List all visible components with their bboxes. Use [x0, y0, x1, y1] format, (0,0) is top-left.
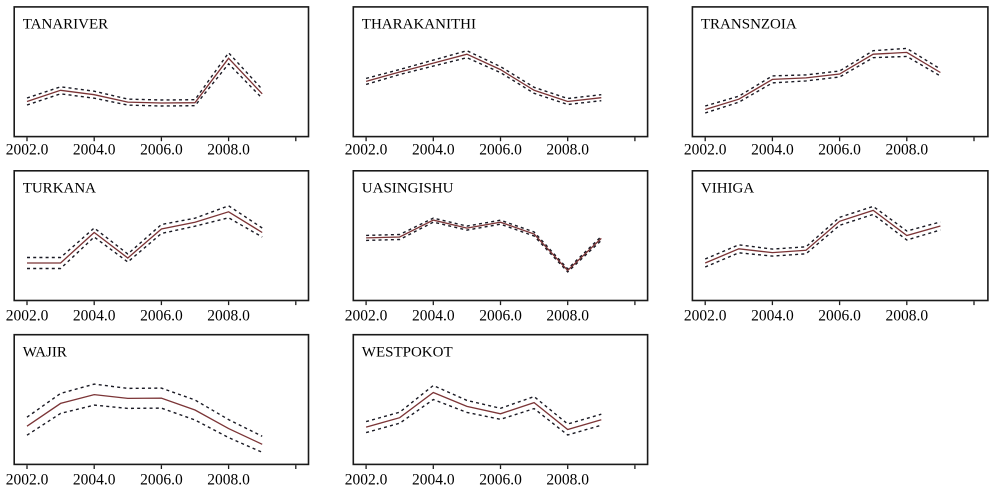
svg-text:2008.0: 2008.0 [885, 308, 928, 325]
svg-text:2004.0: 2004.0 [751, 142, 794, 159]
svg-text:2006.0: 2006.0 [479, 471, 522, 488]
svg-text:WESTPOKOT: WESTPOKOT [362, 344, 453, 360]
svg-text:2002.0: 2002.0 [6, 471, 49, 488]
svg-text:2006.0: 2006.0 [479, 308, 522, 325]
svg-text:2004.0: 2004.0 [73, 308, 116, 325]
svg-text:2002.0: 2002.0 [345, 471, 388, 488]
svg-text:2002.0: 2002.0 [345, 308, 388, 325]
svg-text:2004.0: 2004.0 [412, 471, 455, 488]
svg-text:2008.0: 2008.0 [546, 308, 589, 325]
svg-text:2004.0: 2004.0 [412, 308, 455, 325]
svg-text:VIHIGA: VIHIGA [701, 181, 754, 197]
svg-text:TURKANA: TURKANA [23, 181, 96, 197]
svg-text:WAJIR: WAJIR [23, 344, 67, 360]
svg-text:2008.0: 2008.0 [546, 471, 589, 488]
svg-text:2006.0: 2006.0 [140, 142, 183, 159]
svg-text:2008.0: 2008.0 [546, 142, 589, 159]
svg-text:2002.0: 2002.0 [684, 308, 727, 325]
svg-text:2008.0: 2008.0 [207, 142, 250, 159]
svg-text:2002.0: 2002.0 [6, 308, 49, 325]
svg-text:2006.0: 2006.0 [818, 308, 861, 325]
svg-text:UASINGISHU: UASINGISHU [362, 181, 454, 197]
svg-text:THARAKANITHI: THARAKANITHI [362, 17, 476, 33]
svg-text:2004.0: 2004.0 [73, 471, 116, 488]
svg-text:2008.0: 2008.0 [885, 142, 928, 159]
svg-text:2006.0: 2006.0 [140, 308, 183, 325]
svg-text:2006.0: 2006.0 [818, 142, 861, 159]
svg-text:2002.0: 2002.0 [6, 142, 49, 159]
svg-text:TRANSNZOIA: TRANSNZOIA [701, 17, 797, 33]
svg-text:2008.0: 2008.0 [207, 471, 250, 488]
svg-text:TANARIVER: TANARIVER [23, 17, 108, 33]
svg-text:2006.0: 2006.0 [140, 471, 183, 488]
svg-text:2004.0: 2004.0 [751, 308, 794, 325]
svg-text:2004.0: 2004.0 [412, 142, 455, 159]
svg-text:2002.0: 2002.0 [345, 142, 388, 159]
svg-text:2002.0: 2002.0 [684, 142, 727, 159]
svg-text:2006.0: 2006.0 [479, 142, 522, 159]
svg-text:2008.0: 2008.0 [207, 308, 250, 325]
svg-text:2004.0: 2004.0 [73, 142, 116, 159]
